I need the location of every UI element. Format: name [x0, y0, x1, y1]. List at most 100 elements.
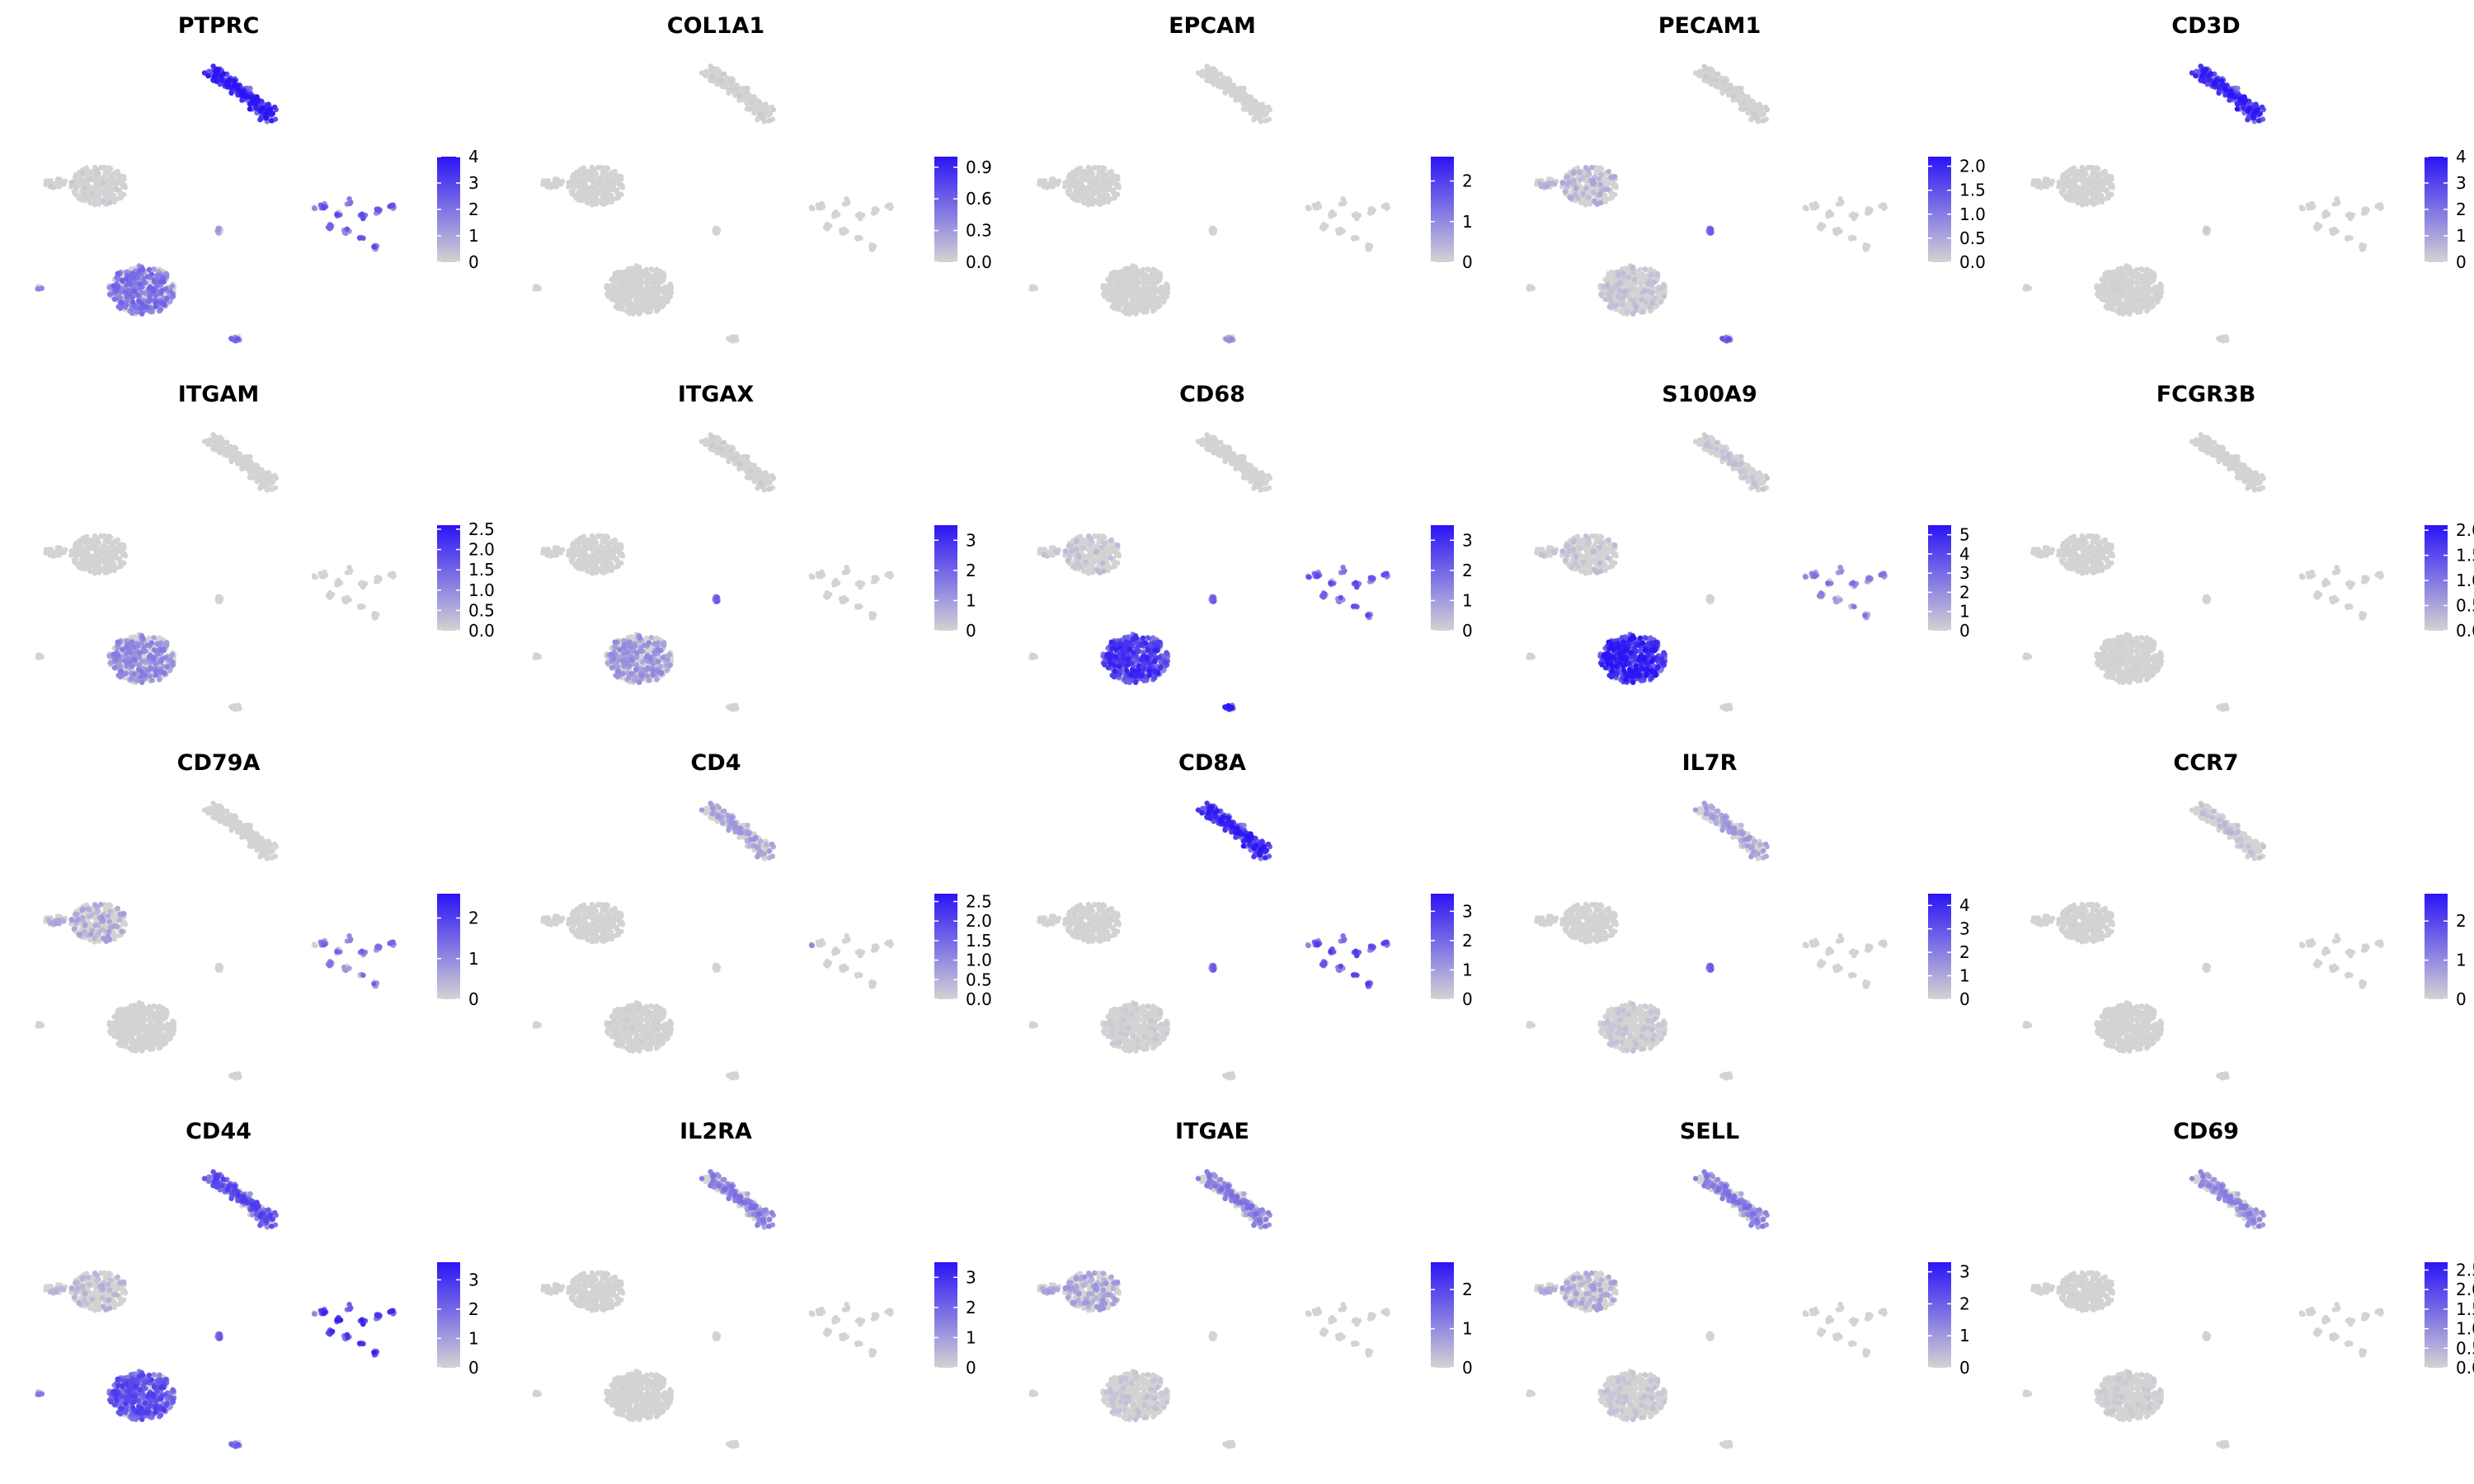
cell-point-expressing: [257, 117, 263, 123]
umap-points: [1028, 63, 1390, 344]
cell-point-expressing: [1639, 296, 1644, 303]
cell-point: [654, 272, 660, 279]
cell-point-expressing: [228, 90, 234, 96]
cell-point: [763, 101, 769, 107]
cell-point-expressing: [1619, 302, 1625, 308]
cell-point: [1352, 212, 1358, 218]
cell-point: [1528, 284, 1535, 290]
cell-point: [657, 295, 664, 301]
cell-point-expressing: [161, 302, 167, 308]
umap-points: [35, 63, 397, 344]
cell-point: [582, 192, 589, 198]
cell-point: [45, 180, 50, 186]
cell-point: [1866, 209, 1872, 216]
cell-point-expressing: [1607, 295, 1613, 301]
cell-point: [2144, 272, 2150, 279]
cell-point: [1087, 181, 1093, 188]
cell-point: [1329, 212, 1335, 218]
cell-point: [595, 190, 601, 195]
cell-point-expressing: [1661, 294, 1667, 299]
cell-point-expressing: [231, 77, 238, 84]
cell-point: [2144, 308, 2150, 314]
cell-point: [1752, 101, 1757, 107]
cell-point-expressing: [1643, 299, 1649, 305]
cell-point-expressing: [321, 205, 327, 211]
cell-point-expressing: [272, 116, 279, 122]
cell-point: [1305, 205, 1311, 211]
cell-point-expressing: [1761, 118, 1766, 124]
cell-point-expressing: [148, 292, 153, 298]
cell-point-expressing: [1576, 169, 1582, 175]
legend-tick-label: 3: [468, 173, 479, 193]
cell-point: [1106, 170, 1112, 176]
cell-point-expressing: [205, 73, 211, 79]
cell-point-expressing: [1615, 294, 1620, 299]
cell-point-expressing: [1641, 288, 1648, 294]
cell-point: [109, 190, 115, 197]
cell-point-expressing: [1721, 79, 1728, 85]
cell-point: [2111, 270, 2117, 275]
cell-point-expressing: [1713, 77, 1719, 83]
cell-point: [1140, 285, 1145, 291]
cell-point: [1088, 167, 1094, 173]
cell-point-expressing: [1726, 86, 1732, 92]
cell-point-expressing: [158, 290, 164, 296]
cell-point: [1141, 292, 1147, 298]
cell-point: [1139, 270, 1145, 277]
cell-point: [118, 190, 124, 197]
cell-point-expressing: [1708, 226, 1714, 232]
cell-point: [620, 292, 626, 298]
cell-point: [1055, 181, 1061, 187]
cell-point: [1105, 180, 1111, 186]
cell-point: [1130, 263, 1136, 269]
umap-points: [1526, 63, 1888, 344]
cell-point: [1141, 305, 1147, 311]
cell-point: [1606, 270, 1611, 276]
cell-point: [2124, 294, 2130, 299]
cell-point: [1080, 186, 1087, 191]
cell-point: [632, 272, 637, 278]
cell-point: [1340, 196, 1346, 202]
cell-point-expressing: [1596, 176, 1602, 182]
cell-point-expressing: [158, 279, 164, 284]
cell-point: [1211, 225, 1216, 232]
cell-point-expressing: [1544, 183, 1550, 190]
cell-point: [2148, 302, 2155, 308]
cell-point-expressing: [153, 303, 158, 309]
cell-point-expressing: [242, 92, 248, 97]
legend-tick-label: 0: [1462, 252, 1473, 272]
cell-point: [644, 305, 651, 311]
cell-point: [604, 171, 610, 177]
cell-point-expressing: [101, 198, 106, 204]
cell-point: [1354, 235, 1360, 242]
cell-point: [1223, 86, 1229, 92]
cell-point-expressing: [1719, 336, 1725, 341]
cell-point-expressing: [1620, 294, 1626, 300]
legend-tick-label: 2: [468, 200, 479, 219]
cell-point: [598, 198, 604, 204]
cell-point-expressing: [36, 286, 42, 292]
cell-point-expressing: [1622, 289, 1628, 294]
cell-point: [1636, 270, 1642, 277]
cell-point: [534, 284, 541, 290]
cell-point: [570, 174, 576, 181]
cell-point: [93, 181, 99, 188]
cell-point: [1818, 223, 1823, 229]
cell-point: [1100, 171, 1107, 177]
cell-point: [1150, 308, 1156, 314]
cell-point: [841, 227, 847, 232]
cell-point-expressing: [1591, 190, 1597, 195]
cell-point-expressing: [1630, 270, 1636, 275]
cell-point: [2133, 270, 2138, 277]
cell-point: [594, 177, 600, 184]
cell-point: [856, 212, 862, 218]
cell-point: [809, 205, 815, 211]
cell-point-expressing: [1649, 290, 1655, 296]
cell-point: [577, 170, 584, 176]
cell-point-expressing: [1649, 299, 1655, 305]
cell-point-expressing: [170, 291, 176, 297]
cell-point-expressing: [153, 299, 158, 305]
